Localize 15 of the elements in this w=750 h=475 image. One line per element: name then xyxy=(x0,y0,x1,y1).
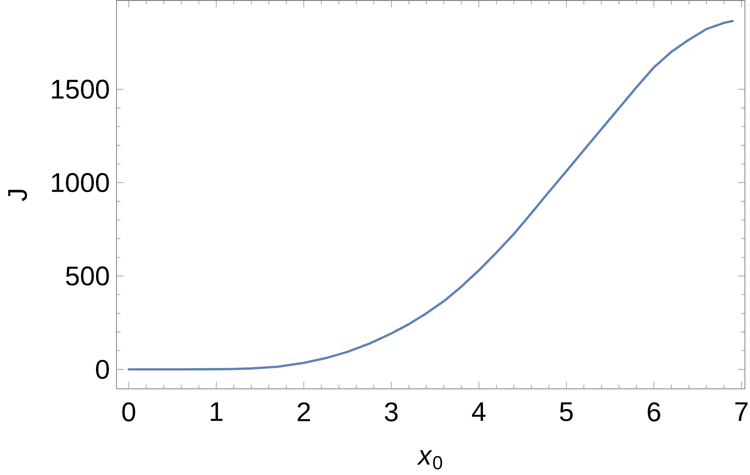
x-tick-label: 4 xyxy=(472,402,486,421)
y-axis-title: J xyxy=(8,190,28,201)
x-tick-label: 2 xyxy=(298,402,310,422)
y-tick-label: 1000 xyxy=(52,173,109,192)
y-tick-label: 1500 xyxy=(52,80,109,99)
x-tick-label: 0 xyxy=(122,402,136,422)
x-tick-label: 6 xyxy=(648,402,660,422)
x-tick-label: 3 xyxy=(384,402,398,422)
y-tick-label: 500 xyxy=(66,266,109,286)
x-axis-title: x$_{0}$ xyxy=(416,450,442,470)
line-series xyxy=(128,20,734,371)
x-tick-label: 5 xyxy=(560,402,573,422)
x-tick-label: 1 xyxy=(210,402,222,421)
x-tick-label: 7 xyxy=(735,402,748,421)
y-tick-label: 0 xyxy=(96,360,109,379)
